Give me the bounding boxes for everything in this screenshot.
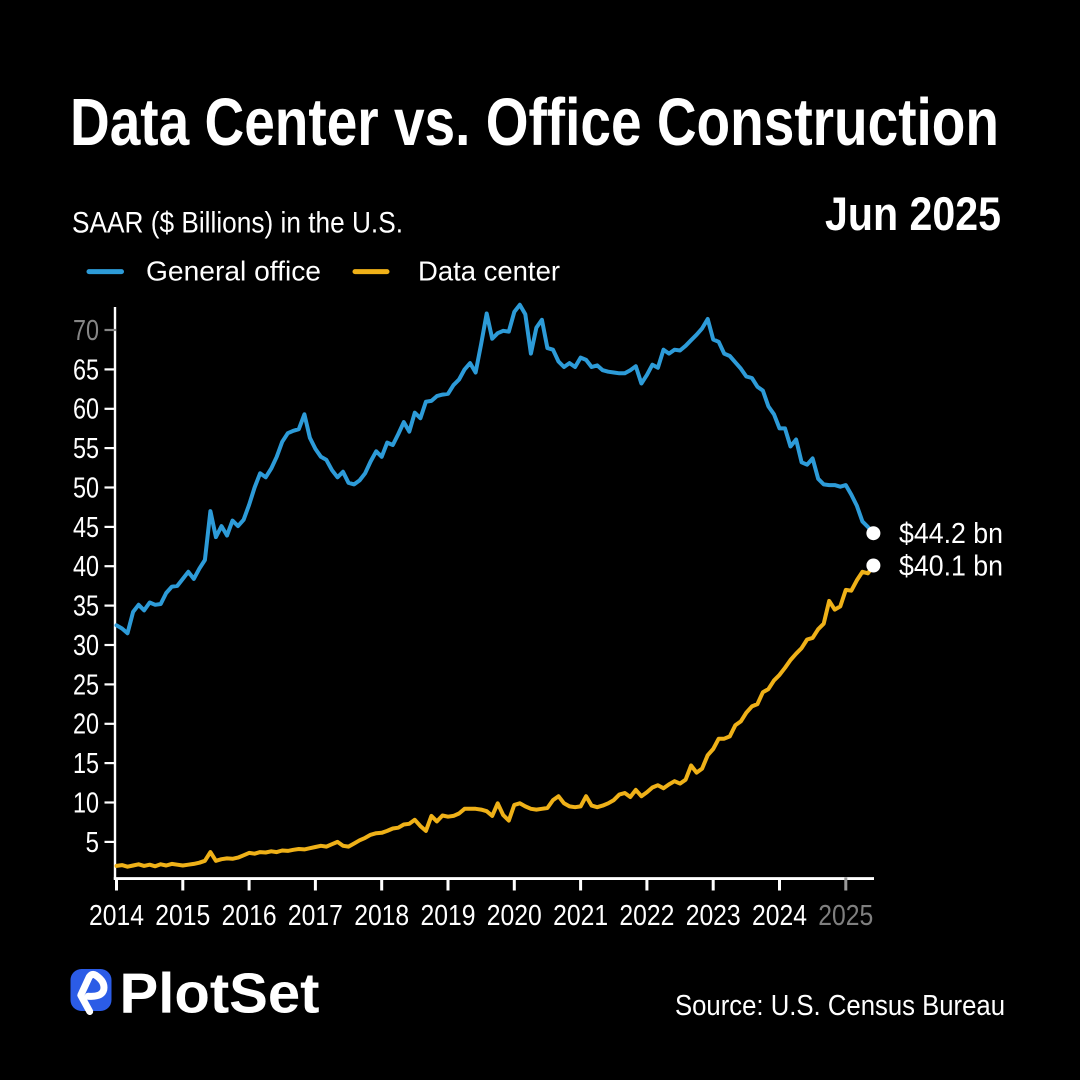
svg-text:2016: 2016	[222, 900, 277, 932]
svg-text:2021: 2021	[553, 900, 608, 932]
svg-text:2023: 2023	[686, 900, 741, 932]
svg-text:2025: 2025	[818, 900, 873, 932]
svg-text:PlotSet: PlotSet	[120, 962, 320, 1026]
svg-text:2018: 2018	[354, 900, 409, 932]
svg-text:Data center: Data center	[418, 256, 560, 287]
svg-text:30: 30	[73, 630, 99, 662]
svg-text:10: 10	[73, 787, 99, 819]
svg-text:2022: 2022	[619, 900, 674, 932]
svg-text:5: 5	[86, 827, 100, 859]
svg-text:60: 60	[73, 394, 99, 426]
svg-text:Source: U.S. Census Bureau: Source: U.S. Census Bureau	[675, 990, 1005, 1022]
svg-text:45: 45	[73, 512, 99, 544]
svg-text:2020: 2020	[487, 900, 542, 932]
svg-text:2015: 2015	[155, 900, 210, 932]
svg-text:50: 50	[73, 472, 99, 504]
svg-text:$40.1 bn: $40.1 bn	[899, 550, 1003, 582]
svg-text:15: 15	[73, 748, 99, 780]
svg-text:35: 35	[73, 591, 99, 623]
svg-text:70: 70	[73, 315, 99, 347]
svg-text:2024: 2024	[752, 900, 807, 932]
svg-text:2014: 2014	[89, 900, 144, 932]
svg-text:Data Center vs. Office Constru: Data Center vs. Office Construction	[70, 85, 999, 160]
svg-text:20: 20	[73, 709, 99, 741]
svg-text:2017: 2017	[288, 900, 343, 932]
svg-text:SAAR ($ Billions) in the U.S.: SAAR ($ Billions) in the U.S.	[72, 207, 403, 240]
svg-text:55: 55	[73, 433, 99, 465]
svg-text:General office: General office	[146, 256, 321, 287]
svg-text:25: 25	[73, 669, 99, 701]
svg-text:$44.2 bn: $44.2 bn	[899, 518, 1003, 550]
svg-text:65: 65	[73, 354, 99, 386]
svg-text:40: 40	[73, 551, 99, 583]
svg-text:2019: 2019	[421, 900, 476, 932]
svg-text:Jun 2025: Jun 2025	[825, 187, 1001, 240]
